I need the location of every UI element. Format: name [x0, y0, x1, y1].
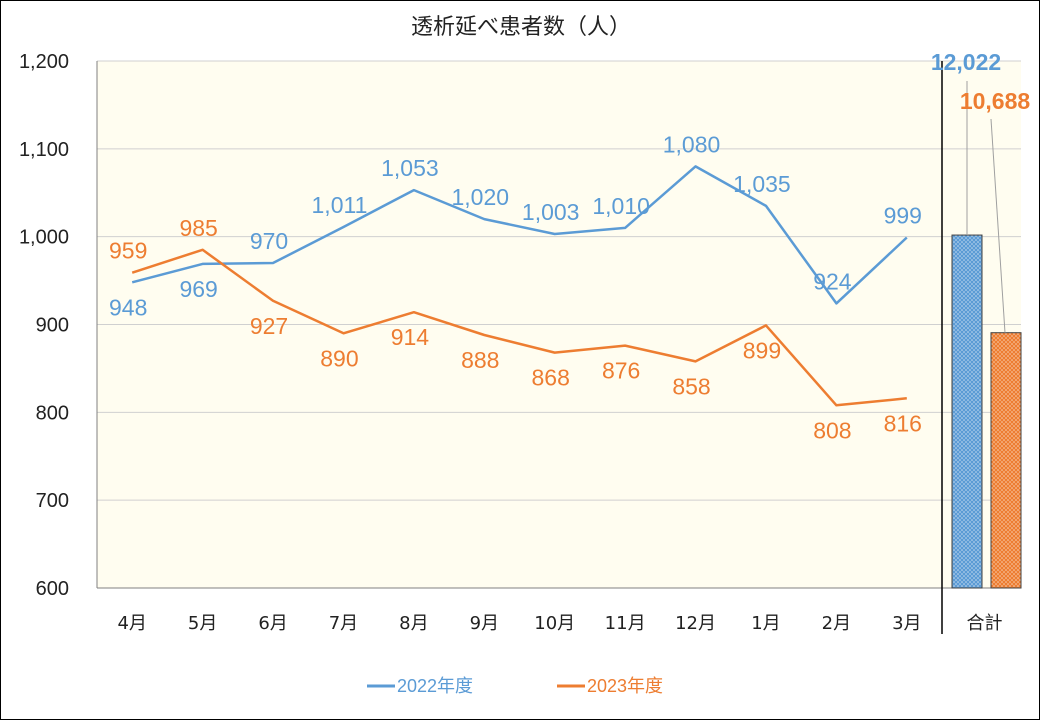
data-label-2023: 858: [672, 373, 710, 399]
x-tick-label: 9月: [470, 613, 499, 634]
x-tick-label: 3月: [892, 613, 921, 634]
x-tick-label-total: 合計: [967, 613, 1003, 634]
data-label-2022: 1,020: [452, 184, 510, 210]
x-tick-label: 5月: [188, 613, 217, 634]
data-label-2023: 890: [320, 345, 358, 371]
total-leader-line: [990, 118, 1006, 333]
data-label-2023: 816: [884, 410, 922, 436]
y-tick-label: 1,100: [19, 139, 69, 161]
data-label-2022: 1,080: [663, 131, 721, 157]
chart-title: 透析延べ患者数（人）: [411, 15, 631, 40]
total-label-2022: 12,022: [931, 49, 1001, 75]
y-tick-label: 600: [36, 578, 69, 600]
data-label-2022: 1,053: [381, 155, 439, 181]
y-tick-label: 800: [36, 402, 69, 424]
x-tick-label: 1月: [751, 613, 780, 634]
data-label-2023: 868: [532, 365, 570, 391]
total-bar-2022: [951, 234, 983, 589]
series-line-2023: [131, 248, 907, 407]
x-tick-label: 8月: [399, 613, 428, 634]
data-label-2022: 948: [109, 294, 147, 320]
data-label-2023: 914: [391, 324, 430, 350]
x-tick-label: 4月: [117, 613, 146, 634]
total-label-2023: 10,688: [960, 88, 1031, 114]
x-tick-label: 2月: [822, 613, 851, 634]
data-label-2023: 808: [813, 417, 851, 443]
data-label-2022: 1,010: [592, 193, 650, 219]
plot-area: 600 700 800 900 1,000 1,100 1,200 4月 5月 6月 7月 8月 9月 1…: [19, 49, 1030, 696]
data-label-2023: 888: [461, 347, 499, 373]
x-tick-label: 11月: [605, 613, 646, 634]
x-tick-label: 6月: [258, 613, 287, 634]
y-tick-label: 900: [36, 315, 69, 337]
data-label-2022: 1,003: [522, 199, 580, 225]
data-label-2022: 970: [250, 228, 288, 254]
series-line-2022: [131, 165, 908, 305]
data-label-2022: 999: [884, 203, 922, 229]
y-tick-label: 1,000: [19, 227, 69, 249]
data-label-2023: 985: [179, 215, 217, 241]
total-bar-2023: [990, 332, 1022, 589]
x-tick-label: 12月: [675, 613, 716, 634]
y-tick-label: 700: [36, 490, 69, 512]
data-label-2022: 924: [813, 268, 852, 294]
legend-label-2022: 2022年度: [397, 676, 473, 696]
x-tick-label: 10月: [534, 613, 575, 634]
x-tick-label: 7月: [329, 613, 358, 634]
data-label-2023: 959: [109, 238, 147, 264]
legend-label-2023: 2023年度: [587, 676, 663, 696]
data-label-2023: 927: [250, 313, 288, 339]
data-label-2022: 969: [179, 276, 217, 302]
y-tick-label: 1,200: [19, 51, 69, 73]
data-label-2022: 1,035: [733, 171, 791, 197]
data-label-2022: 1,011: [312, 192, 368, 218]
data-label-2023: 899: [743, 337, 781, 363]
data-label-2023: 876: [602, 358, 640, 384]
